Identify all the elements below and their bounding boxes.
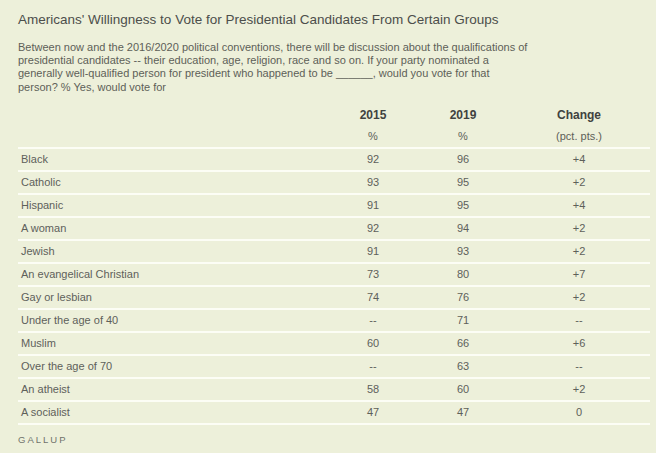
value-2015: 91 — [328, 240, 418, 263]
row-label: An atheist — [18, 378, 328, 401]
survey-question-text: Between now and the 2016/2020 political … — [18, 41, 530, 94]
value-2019: 95 — [418, 171, 508, 194]
table-row: A woman 92 94 +2 — [18, 217, 650, 240]
row-label: An evangelical Christian — [18, 263, 328, 286]
table-row: Over the age of 70 -- 63 -- — [18, 355, 650, 378]
value-2019: 96 — [418, 148, 508, 171]
value-2015: -- — [328, 309, 418, 332]
column-header-change: Change — [508, 105, 650, 125]
table-row: A socialist 47 47 0 — [18, 401, 650, 424]
value-change: +2 — [508, 378, 650, 401]
value-2019: 94 — [418, 217, 508, 240]
value-2015: 47 — [328, 401, 418, 424]
table-header-row: 2015 2019 Change — [18, 105, 650, 125]
row-label: Catholic — [18, 171, 328, 194]
value-change: +2 — [508, 286, 650, 309]
value-change: +2 — [508, 171, 650, 194]
value-2019: 76 — [418, 286, 508, 309]
gallup-logo-text: GALLUP — [18, 434, 650, 445]
row-label: Black — [18, 148, 328, 171]
value-2015: 60 — [328, 332, 418, 355]
value-2019: 63 — [418, 355, 508, 378]
row-label: A socialist — [18, 401, 328, 424]
column-header-2019: 2019 — [418, 105, 508, 125]
value-2015: 93 — [328, 171, 418, 194]
gallup-table-page: Americans' Willingness to Vote for Presi… — [0, 0, 656, 453]
value-2015: 73 — [328, 263, 418, 286]
value-change: +2 — [508, 217, 650, 240]
row-label: Over the age of 70 — [18, 355, 328, 378]
table-row: Jewish 91 93 +2 — [18, 240, 650, 263]
value-2019: 80 — [418, 263, 508, 286]
value-2019: 60 — [418, 378, 508, 401]
empty-header-cell — [18, 105, 328, 125]
table-row: An evangelical Christian 73 80 +7 — [18, 263, 650, 286]
value-change: +4 — [508, 148, 650, 171]
column-header-2015: 2015 — [328, 105, 418, 125]
value-change: +6 — [508, 332, 650, 355]
value-2015: -- — [328, 355, 418, 378]
row-label: Gay or lesbian — [18, 286, 328, 309]
value-change: -- — [508, 309, 650, 332]
value-2019: 95 — [418, 194, 508, 217]
page-title: Americans' Willingness to Vote for Presi… — [18, 12, 650, 28]
table-row: Under the age of 40 -- 71 -- — [18, 309, 650, 332]
table-row: An atheist 58 60 +2 — [18, 378, 650, 401]
unit-label-2019: % — [418, 125, 508, 148]
unit-label-change: (pct. pts.) — [508, 125, 650, 148]
value-2015: 92 — [328, 148, 418, 171]
table-subheader-row: % % (pct. pts.) — [18, 125, 650, 148]
unit-label-2015: % — [328, 125, 418, 148]
table-row: Gay or lesbian 74 76 +2 — [18, 286, 650, 309]
row-label: A woman — [18, 217, 328, 240]
table-row: Hispanic 91 95 +4 — [18, 194, 650, 217]
row-label: Under the age of 40 — [18, 309, 328, 332]
value-2015: 58 — [328, 378, 418, 401]
empty-subheader-cell — [18, 125, 328, 148]
value-change: +4 — [508, 194, 650, 217]
row-label: Jewish — [18, 240, 328, 263]
data-table: 2015 2019 Change % % (pct. pts.) Black 9… — [18, 105, 650, 425]
value-change: +7 — [508, 263, 650, 286]
value-2015: 92 — [328, 217, 418, 240]
table-row: Catholic 93 95 +2 — [18, 171, 650, 194]
table-row: Muslim 60 66 +6 — [18, 332, 650, 355]
table-row: Black 92 96 +4 — [18, 148, 650, 171]
row-label: Muslim — [18, 332, 328, 355]
value-2019: 66 — [418, 332, 508, 355]
value-change: 0 — [508, 401, 650, 424]
value-2015: 91 — [328, 194, 418, 217]
row-label: Hispanic — [18, 194, 328, 217]
value-2019: 93 — [418, 240, 508, 263]
value-2019: 47 — [418, 401, 508, 424]
value-2015: 74 — [328, 286, 418, 309]
value-change: -- — [508, 355, 650, 378]
value-2019: 71 — [418, 309, 508, 332]
value-change: +2 — [508, 240, 650, 263]
